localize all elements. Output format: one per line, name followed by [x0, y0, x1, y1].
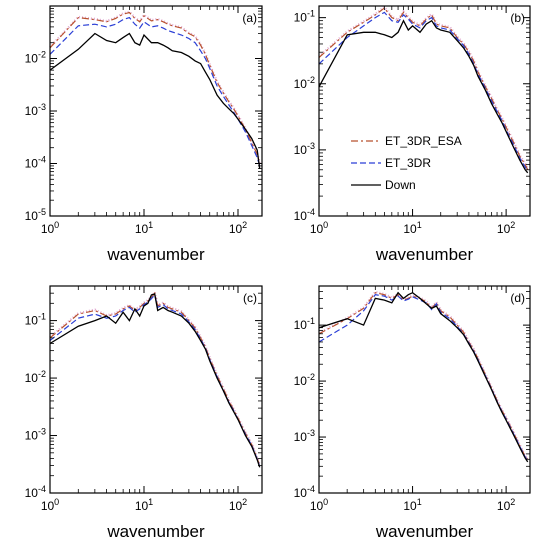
- series-line-et-3dr: [318, 294, 529, 461]
- x-tick-label: 102: [497, 497, 515, 513]
- x-tick-label: 102: [229, 220, 247, 236]
- shading-overlay: [49, 289, 261, 466]
- panel-label: (d): [510, 291, 525, 305]
- y-tick-label: 10-2: [294, 75, 315, 91]
- x-tick-label: 100: [41, 220, 59, 236]
- y-tick-label: 10-1: [294, 9, 315, 25]
- plot-frame: [318, 5, 531, 217]
- y-tick-label: 10-2: [294, 372, 315, 388]
- x-axis-label: wavenumber: [375, 522, 474, 541]
- y-tick-label: 10-3: [25, 102, 46, 118]
- y-tick-label: 10-3: [294, 428, 315, 444]
- shading-overlay: [49, 10, 261, 164]
- plot-frame: [49, 285, 263, 494]
- y-tick-label: 10-3: [25, 427, 46, 443]
- series-line-down: [318, 291, 529, 463]
- series-line-down: [49, 293, 261, 468]
- series-line-et-3dr-esa: [49, 11, 261, 164]
- series-line-down: [49, 32, 261, 169]
- series-line-et-3dr-esa: [49, 291, 261, 466]
- y-tick-label: 10-5: [25, 207, 46, 223]
- legend: ET_3DR_ESA ET_3DR Down: [351, 134, 462, 192]
- x-axis-label: wavenumber: [375, 245, 474, 264]
- plot-frame: [49, 5, 263, 217]
- series-line-et-3dr: [318, 11, 529, 172]
- series-line-et-3dr: [49, 16, 261, 167]
- panel-label: (c): [243, 291, 257, 305]
- x-tick-label: 100: [41, 497, 59, 513]
- series-line-et-3dr: [49, 293, 261, 467]
- y-tick-label: 10-4: [294, 207, 315, 223]
- shading-overlay: [318, 5, 529, 170]
- panel-label: (a): [242, 11, 257, 25]
- panel-c: 100 101 102 10-4 10-3 10-2 10-1 wavenumber (c): [25, 285, 263, 541]
- series-line-et-3dr-esa: [318, 7, 529, 171]
- y-tick-label: 10-1: [25, 312, 46, 328]
- y-tick-label: 10-3: [294, 141, 315, 157]
- y-tick-label: 10-2: [25, 50, 46, 66]
- panel-a: 100 101 102 10-5 10-4 10-3 10-2 wavenumber (a): [25, 5, 263, 264]
- x-tick-label: 102: [229, 497, 247, 513]
- x-tick-label: 101: [135, 497, 153, 513]
- series-line-et-3dr-esa: [318, 292, 529, 460]
- x-axis-label: wavenumber: [106, 522, 205, 541]
- x-axis-label: wavenumber: [106, 245, 205, 264]
- y-tick-label: 10-1: [294, 316, 315, 332]
- panel-b: 100 101 102 10-4 10-3 10-2 10-1 wavenumber (b) ET…: [294, 5, 531, 264]
- y-tick-label: 10-4: [294, 484, 315, 500]
- x-tick-label: 100: [310, 497, 328, 513]
- legend-label: Down: [385, 178, 416, 192]
- x-tick-label: 101: [403, 220, 421, 236]
- legend-label: ET_3DR: [385, 156, 431, 170]
- y-tick-label: 10-4: [25, 155, 46, 171]
- x-tick-label: 100: [310, 220, 328, 236]
- panel-label: (b): [510, 11, 525, 25]
- x-tick-label: 101: [403, 497, 421, 513]
- legend-label: ET_3DR_ESA: [385, 134, 462, 148]
- y-tick-label: 10-4: [25, 484, 46, 500]
- x-tick-label: 101: [135, 220, 153, 236]
- series-line-down: [318, 19, 529, 174]
- x-tick-label: 102: [497, 220, 515, 236]
- panel-d: 100 101 102 10-4 10-3 10-2 10-1 wavenumber (d): [294, 285, 531, 541]
- y-tick-label: 10-2: [25, 369, 46, 385]
